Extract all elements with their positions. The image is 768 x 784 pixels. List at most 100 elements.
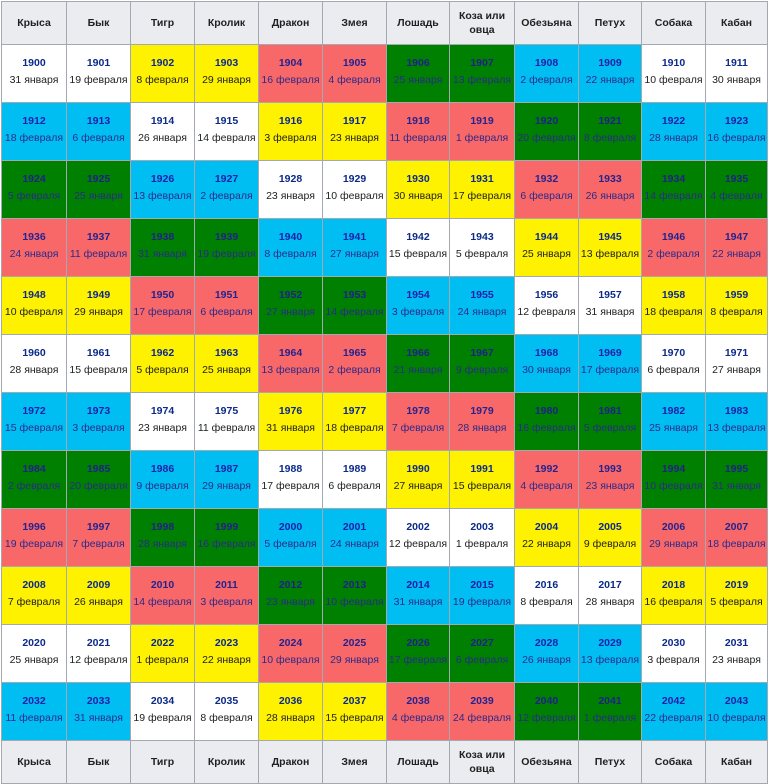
year-label: 1982 bbox=[661, 405, 686, 418]
year-cell: 1978 7 февраля bbox=[386, 392, 450, 451]
year-cell: 2001 24 января bbox=[322, 508, 387, 567]
new-year-date: 22 января bbox=[585, 73, 635, 86]
year-cell: 1943 5 февраля bbox=[449, 218, 515, 277]
year-label: 1998 bbox=[150, 521, 175, 534]
year-label: 1985 bbox=[86, 463, 111, 476]
new-year-date: 5 февраля bbox=[583, 421, 637, 434]
year-label: 2016 bbox=[534, 579, 559, 592]
year-label: 1937 bbox=[86, 231, 111, 244]
year-label: 2031 bbox=[724, 637, 749, 650]
new-year-date: 6 февраля bbox=[72, 131, 125, 144]
new-year-date: 25 января bbox=[74, 189, 123, 202]
new-year-date: 24 января bbox=[457, 305, 507, 318]
new-year-date: 13 февраля bbox=[580, 653, 640, 666]
year-label: 2038 bbox=[406, 695, 430, 708]
new-year-date: 28 января bbox=[9, 363, 59, 376]
new-year-date: 28 января bbox=[585, 595, 635, 608]
year-label: 2034 bbox=[150, 695, 175, 708]
new-year-date: 24 января bbox=[330, 537, 379, 550]
new-year-date: 1 февраля bbox=[136, 653, 189, 666]
footer-cell: Дракон bbox=[258, 740, 323, 784]
year-label: 2023 bbox=[214, 637, 239, 650]
new-year-date: 28 января bbox=[457, 421, 507, 434]
new-year-date: 4 февраля bbox=[391, 711, 445, 724]
new-year-date: 2 февраля bbox=[520, 73, 573, 86]
year-row: 1900 31 января 1901 19 февраля 1902 8 февраля… bbox=[1, 44, 768, 103]
year-row: 2032 11 февраля 2033 31 января 2034 19 феврал… bbox=[1, 682, 768, 741]
new-year-date: 24 февраля bbox=[452, 711, 512, 724]
year-cell: 2038 4 февраля bbox=[386, 682, 450, 741]
new-year-date: 27 января bbox=[712, 363, 761, 376]
year-row: 2008 7 февраля 2009 26 января 2010 14 февраля… bbox=[1, 566, 768, 625]
year-cell: 1952 27 января bbox=[258, 276, 323, 335]
year-label: 2000 bbox=[278, 521, 303, 534]
year-label: 2033 bbox=[86, 695, 111, 708]
new-year-date: 3 февраля bbox=[200, 595, 253, 608]
new-year-date: 30 января bbox=[522, 363, 571, 376]
new-year-date: 30 января bbox=[712, 73, 761, 86]
year-cell: 2006 29 января bbox=[641, 508, 706, 567]
new-year-date: 10 февраля bbox=[325, 595, 384, 608]
new-year-date: 8 февраля bbox=[136, 73, 189, 86]
year-label: 1969 bbox=[598, 347, 622, 360]
year-cell: 1972 15 февраля bbox=[1, 392, 67, 451]
year-cell: 1979 28 января bbox=[449, 392, 515, 451]
year-cell: 1904 16 февраля bbox=[258, 44, 323, 103]
year-label: 2041 bbox=[598, 695, 622, 708]
year-cell: 1912 18 февраля bbox=[1, 102, 67, 161]
year-label: 1924 bbox=[22, 173, 46, 186]
year-cell: 2014 31 января bbox=[386, 566, 450, 625]
year-cell: 1986 9 февраля bbox=[130, 450, 195, 509]
year-cell: 2023 22 января bbox=[194, 624, 259, 683]
new-year-date: 19 февраля bbox=[4, 537, 64, 550]
new-year-date: 5 февраля bbox=[136, 363, 189, 376]
year-cell: 1960 28 января bbox=[1, 334, 67, 393]
year-cell: 1936 24 января bbox=[1, 218, 67, 277]
header-cell: Петух bbox=[578, 1, 642, 45]
year-label: 2009 bbox=[86, 579, 111, 592]
new-year-date: 23 января bbox=[138, 421, 187, 434]
year-row: 1924 5 февраля 1925 25 января 1926 13 февраля… bbox=[1, 160, 768, 219]
new-year-date: 16 февраля bbox=[517, 421, 576, 434]
year-row: 1996 19 февраля 1997 7 февраля 1998 28 января… bbox=[1, 508, 768, 567]
footer-cell: Петух bbox=[578, 740, 642, 784]
year-label: 2002 bbox=[406, 521, 430, 534]
new-year-date: 3 февраля bbox=[72, 421, 125, 434]
year-label: 1945 bbox=[598, 231, 622, 244]
new-year-date: 30 января bbox=[393, 189, 443, 202]
year-label: 1951 bbox=[214, 289, 239, 302]
year-cell: 2033 31 января bbox=[66, 682, 131, 741]
year-label: 1908 bbox=[534, 57, 559, 70]
year-label: 1923 bbox=[724, 115, 749, 128]
year-cell: 2017 28 января bbox=[578, 566, 642, 625]
year-cell: 1930 30 января bbox=[386, 160, 450, 219]
year-label: 1914 bbox=[150, 115, 175, 128]
year-cell: 2013 10 февраля bbox=[322, 566, 387, 625]
year-cell: 1985 20 февраля bbox=[66, 450, 131, 509]
new-year-date: 18 февраля bbox=[644, 305, 703, 318]
year-cell: 2040 12 февраля bbox=[514, 682, 579, 741]
year-label: 1912 bbox=[22, 115, 46, 128]
year-label: 1997 bbox=[86, 521, 111, 534]
new-year-date: 5 февраля bbox=[455, 247, 509, 260]
new-year-date: 19 февраля bbox=[133, 711, 192, 724]
new-year-date: 15 февраля bbox=[388, 247, 448, 260]
new-year-date: 5 февраля bbox=[7, 189, 61, 202]
year-cell: 2019 5 февраля bbox=[705, 566, 768, 625]
year-cell: 1931 17 февраля bbox=[449, 160, 515, 219]
year-label: 1940 bbox=[278, 231, 303, 244]
year-label: 1963 bbox=[214, 347, 239, 360]
year-cell: 1966 21 января bbox=[386, 334, 450, 393]
year-cell: 1945 13 февраля bbox=[578, 218, 642, 277]
new-year-date: 25 января bbox=[202, 363, 251, 376]
year-cell: 1996 19 февраля bbox=[1, 508, 67, 567]
year-cell: 2021 12 февраля bbox=[66, 624, 131, 683]
year-label: 2003 bbox=[470, 521, 494, 534]
year-label: 1915 bbox=[214, 115, 239, 128]
year-label: 1952 bbox=[278, 289, 303, 302]
new-year-date: 6 февраля bbox=[200, 305, 253, 318]
new-year-date: 4 февраля bbox=[710, 189, 763, 202]
new-year-date: 20 февраля bbox=[69, 479, 128, 492]
year-label: 2037 bbox=[342, 695, 367, 708]
new-year-date: 11 февраля bbox=[5, 711, 63, 724]
